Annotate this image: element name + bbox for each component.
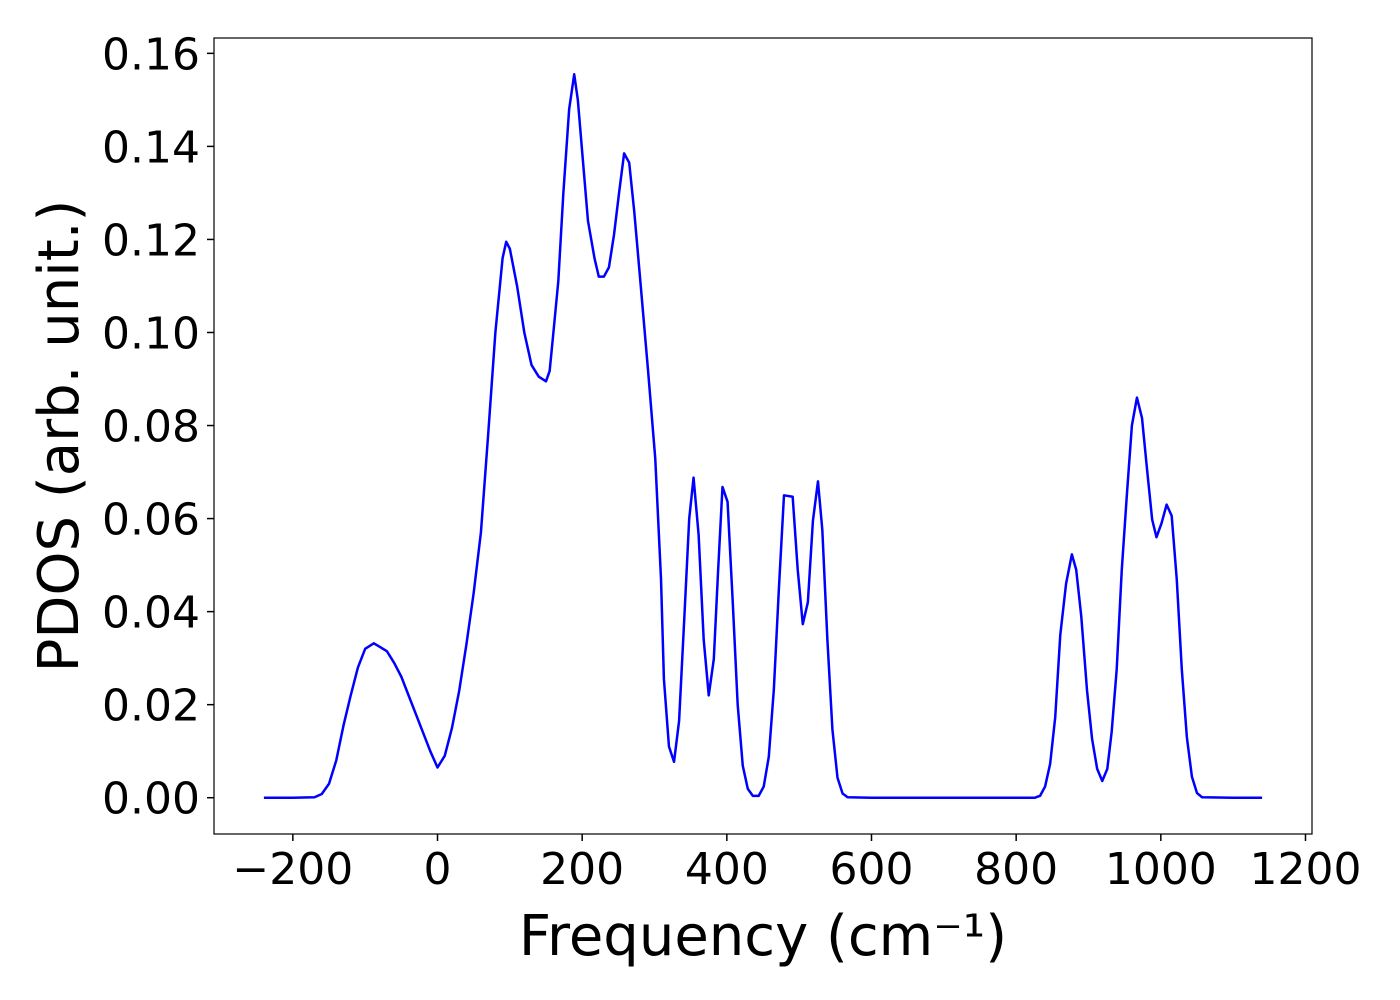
x-tick-label: 1000 <box>1105 844 1217 895</box>
x-tick-label: 600 <box>830 844 914 895</box>
y-tick-label: 0.00 <box>102 774 200 825</box>
x-axis-label: Frequency (cm⁻¹) <box>519 904 1007 969</box>
y-tick-label: 0.06 <box>102 495 200 546</box>
y-tick-label: 0.04 <box>102 588 200 639</box>
x-tick-label: 400 <box>685 844 769 895</box>
x-tick-label: 200 <box>540 844 624 895</box>
data-line <box>263 73 1263 799</box>
y-tick-label: 0.10 <box>102 308 200 359</box>
x-tick-label: 800 <box>974 844 1058 895</box>
y-tick-label: 0.02 <box>102 681 200 732</box>
plot-frame <box>213 37 1313 835</box>
y-tick-label: 0.08 <box>102 402 200 453</box>
y-tick-label: 0.16 <box>102 29 200 80</box>
y-tick-label: 0.12 <box>102 215 200 266</box>
y-axis-label: PDOS (arb. unit.) <box>27 200 92 673</box>
x-tick-label: 1200 <box>1249 844 1361 895</box>
x-tick-label: 0 <box>424 844 452 895</box>
x-tick-label: −200 <box>232 844 353 895</box>
y-tick-label: 0.14 <box>102 122 200 173</box>
